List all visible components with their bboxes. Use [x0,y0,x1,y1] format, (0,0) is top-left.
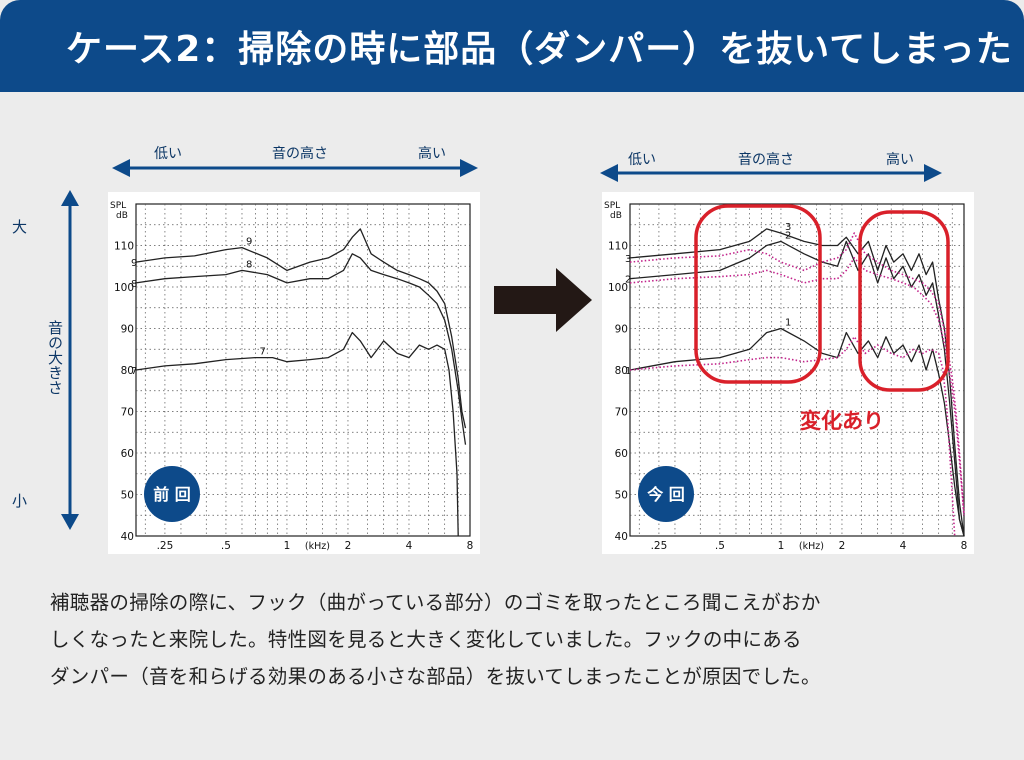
pitch-low-label-1: 低い [154,146,182,162]
title-bar: ケース2：掃除の時に部品（ダンパー）を抜いてしまった [0,0,1024,92]
x-tick-label: .25 [651,540,668,552]
change-highlight-overlay [694,204,950,392]
series-line-2 [629,240,965,537]
series-label-1: 1 [625,366,631,377]
volume-axis [61,190,79,530]
chart-before-panel: 40 50 60 70 80 90 100 110 SPL dB .25 .5 1 2 4 8 (kHz) 9 9 8… [108,192,480,554]
volume-high-label: 大 [12,218,28,236]
badge-circle [144,466,200,522]
change-highlight-high [858,210,950,392]
y-tick-label: 40 [615,531,628,543]
x-tick-label: .25 [157,540,174,552]
version-badge: 前 回 [144,466,200,522]
series-label-8: 8 [131,279,137,290]
x-tick-label: 1 [284,540,291,552]
y-axis-unit: dB [116,211,128,221]
x-tick-label: 4 [900,540,907,552]
page-title: ケース2：掃除の時に部品（ダンパー）を抜いてしまった [66,29,1013,70]
y-tick-label: 70 [121,407,134,419]
series-label-9: 9 [246,237,252,248]
volume-low-label: 小 [12,492,28,510]
y-tick-label: 90 [615,324,628,336]
transition-arrow [494,268,592,332]
series-label-7: 7 [131,366,137,377]
x-axis-label: (kHz) [305,541,330,552]
badge-label: 今 回 [646,485,685,504]
series-line-9 [135,228,467,429]
pitch-high-label-2: 高い [886,152,914,168]
y-axis-unit: dB [610,211,622,221]
y-tick-label: 40 [121,531,134,543]
series-label-3: 3 [785,222,791,233]
y-axis-label: SPL [110,201,126,211]
x-tick-label: 8 [961,540,968,552]
version-badge: 今 回 [638,466,694,522]
volume-axis-label: 音の大きさ [46,320,64,395]
change-label: 変化あり [800,409,884,433]
pitch-center-label-1: 音の高さ [272,146,328,162]
series-line-7 [135,331,459,537]
y-tick-label: 110 [114,241,134,253]
series-label-2: 2 [785,230,791,241]
pitch-low-label-2: 低い [628,152,656,168]
x-axis-label: (kHz) [799,541,824,552]
x-tick-label: 8 [467,540,474,552]
y-tick-label: 60 [615,448,628,460]
series-label-3: 3 [625,254,631,265]
x-tick-label: 2 [839,540,846,552]
chart-after-panel: 40 50 60 70 80 90 100 110 SPL dB .25.5 1 2 4 8 (kHz) 3 3 2… [602,192,974,554]
description-line-2: しくなったと来院した。特性図を見ると大きく変化していました。フックの中にある [50,628,802,651]
grid [630,204,964,536]
y-axis-label: SPL [604,201,620,211]
x-tick-label: 1 [778,540,785,552]
series-label-2: 2 [625,275,631,286]
series-reference-line [629,336,956,537]
y-tick-label: 60 [121,448,134,460]
y-tick-label: 80 [121,365,134,377]
badge-label: 前 回 [153,485,191,504]
y-tick-label: 50 [121,490,134,502]
pitch-high-label-1: 高い [418,146,446,162]
x-tick-label: 2 [345,540,352,552]
change-highlight-mid [694,204,822,384]
x-tick-label: .5 [715,540,725,552]
series-line-3 [629,228,965,537]
y-tick-label: 70 [615,407,628,419]
y-tick-label: 110 [608,241,628,253]
pitch-center-label-2: 音の高さ [738,152,794,168]
y-tick-label: 100 [114,282,134,294]
description-line-1: 補聴器の掃除の際に、フック（曲がっている部分）のゴミを取ったところ聞こえがおか [50,591,821,614]
y-tick-label: 90 [121,324,134,336]
y-tick-label: 100 [608,282,628,294]
series-label-1: 1 [785,318,791,329]
pitch-axis-left [112,159,478,177]
pitch-axis-right [600,164,942,182]
badge-circle [638,466,694,522]
description: 補聴器の掃除の際に、フック（曲がっている部分）のゴミを取ったところ聞こえがおか … [50,584,990,695]
x-tick-label: 4 [406,540,413,552]
volume-arrow-up [61,190,79,206]
series-label-9: 9 [131,258,137,269]
description-line-3: ダンパー（音を和らげる効果のある小さな部品）を抜いてしまったことが原因でした。 [50,665,821,688]
volume-arrow-down [61,514,79,530]
y-tick-label: 80 [615,365,628,377]
series-label-8: 8 [246,259,252,270]
series-line-8 [135,253,467,445]
x-tick-label: .5 [221,540,231,552]
series-label-7: 7 [260,347,266,358]
y-tick-label: 50 [615,490,628,502]
